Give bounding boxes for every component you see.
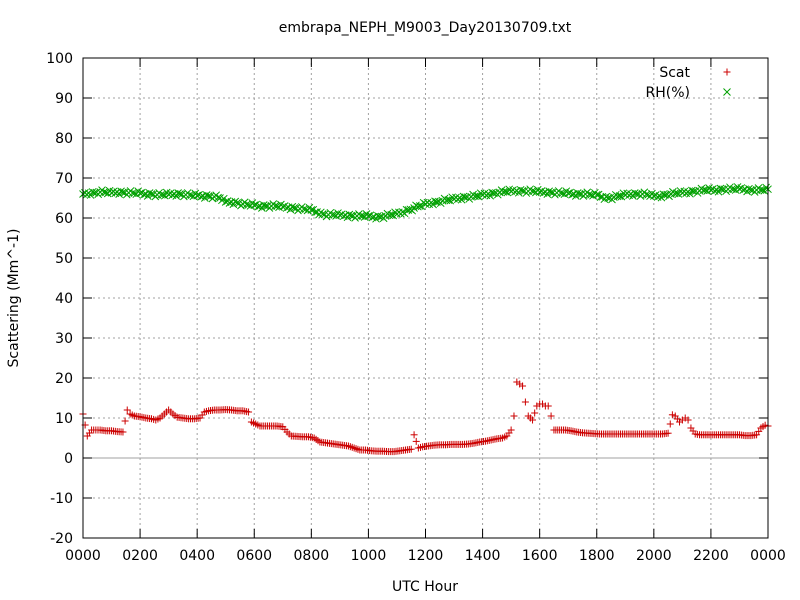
y-tick-label: -10 <box>50 491 73 507</box>
data-point <box>747 186 755 194</box>
x-tick-label: 1200 <box>408 548 444 564</box>
y-tick-label: 70 <box>55 171 73 187</box>
data-point <box>407 445 415 453</box>
axis-tick-labels: -20 -10 0 10 20 30 40 50 60 70 80 90 100 0000 0200 0400… <box>46 51 786 564</box>
x-tick-label: 0600 <box>236 548 272 564</box>
y-tick-label: 60 <box>55 211 73 227</box>
data-point <box>123 406 131 414</box>
y-axis-label: Scattering (Mm^-1) <box>6 229 22 368</box>
legend-marker <box>723 88 731 96</box>
x-tick-label: 0800 <box>294 548 330 564</box>
y-tick-label: 40 <box>55 291 73 307</box>
data-point <box>587 190 595 199</box>
y-tick-label: 30 <box>55 331 73 347</box>
data-point <box>718 185 727 194</box>
y-tick-label: 20 <box>55 371 73 387</box>
x-tick-label: 0000 <box>750 548 786 564</box>
x-tick-label: 1400 <box>465 548 501 564</box>
axis-ticks <box>82 57 769 539</box>
x-tick-label: 0400 <box>179 548 215 564</box>
data-point <box>410 431 418 439</box>
data-point <box>121 417 129 425</box>
data-point <box>307 206 316 214</box>
y-tick-label: 0 <box>64 451 73 467</box>
data-point <box>519 382 527 390</box>
x-tick-label: 2200 <box>693 548 729 564</box>
legend-label: RH(%) <box>646 85 690 101</box>
data-point <box>311 208 319 217</box>
data-point <box>529 416 537 424</box>
series-rh <box>79 183 772 223</box>
y-tick-label: 80 <box>55 131 73 147</box>
x-tick-label: 2000 <box>636 548 672 564</box>
data-point <box>684 416 692 424</box>
data-point <box>666 420 674 428</box>
x-tick-label: 1800 <box>579 548 615 564</box>
data-point <box>547 412 555 420</box>
data-point <box>130 189 139 198</box>
legend-label: Scat <box>659 65 690 81</box>
y-tick-label: 50 <box>55 251 73 267</box>
y-tick-label: -20 <box>50 531 73 547</box>
data-point <box>358 212 367 220</box>
y-tick-label: 10 <box>55 411 73 427</box>
data-point <box>544 402 552 410</box>
series-scat <box>79 378 772 456</box>
data-point <box>668 411 676 419</box>
legend-marker <box>723 68 731 76</box>
x-tick-label: 0200 <box>122 548 158 564</box>
data-point <box>632 190 641 198</box>
data-point <box>761 421 769 429</box>
data-point <box>261 202 270 210</box>
data-point <box>592 190 601 199</box>
data-point <box>119 428 127 436</box>
data-point <box>701 186 710 194</box>
data-point <box>245 408 253 416</box>
data-point <box>531 409 539 417</box>
x-tick-label: 0000 <box>65 548 101 564</box>
legend: Scat RH(%) <box>646 65 731 101</box>
data-point <box>412 437 420 445</box>
data-point <box>664 429 672 437</box>
data-series <box>79 183 772 456</box>
x-tick-label: 1000 <box>351 548 387 564</box>
y-tick-label: 100 <box>46 51 73 67</box>
chart-title: embrapa_NEPH_M9003_Day20130709.txt <box>279 20 572 36</box>
data-point <box>575 190 584 198</box>
data-point <box>417 202 426 211</box>
data-point <box>507 426 515 434</box>
x-axis-label: UTC Hour <box>392 579 458 595</box>
data-point <box>510 412 518 420</box>
data-point <box>558 189 567 198</box>
x-tick-label: 1600 <box>522 548 558 564</box>
y-tick-label: 90 <box>55 91 73 107</box>
data-point <box>521 398 529 406</box>
